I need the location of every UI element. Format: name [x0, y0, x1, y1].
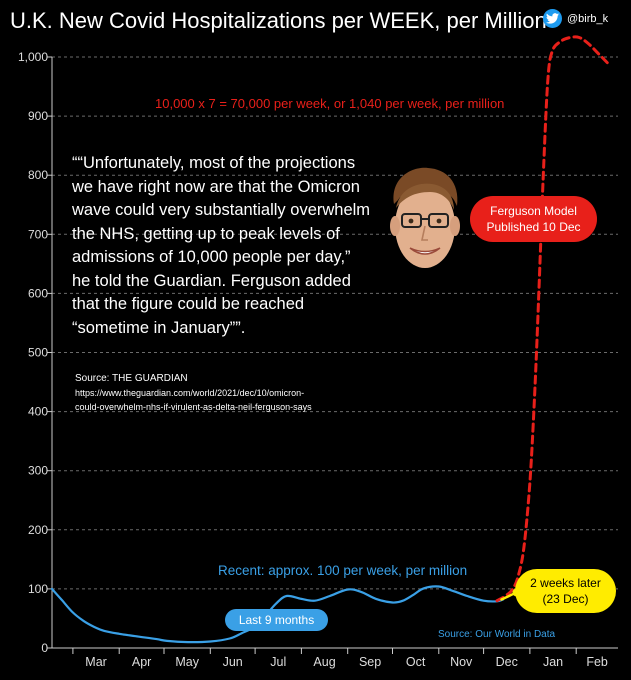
model-annotation: 10,000 x 7 = 70,000 per week, or 1,040 p…: [155, 96, 505, 111]
x-tick-label: Mar: [85, 655, 107, 669]
y-axis: 0 100 200 300 400 500 600 700 800 900 1,000: [18, 50, 53, 655]
y-tick-label: 300: [28, 464, 48, 478]
x-tick-label: Jun: [223, 655, 243, 669]
ferguson-model-line: [495, 35, 609, 603]
x-tick-label: Jan: [543, 655, 563, 669]
x-tick-label: Feb: [586, 655, 608, 669]
y-tick-label: 600: [28, 286, 48, 300]
y-tick-label: 500: [28, 346, 48, 360]
y-tick-label: 200: [28, 523, 48, 537]
x-tick-label: Oct: [406, 655, 426, 669]
chart-title: U.K. New Covid Hospitalizations per WEEK…: [10, 8, 547, 33]
ferguson-portrait: [390, 167, 460, 268]
x-tick-label: Apr: [132, 655, 151, 669]
ferguson-line2: Published 10 Dec: [486, 220, 581, 234]
source-url-line2[interactable]: could-overwhelm-nhs-if-virulent-as-delta…: [75, 402, 312, 412]
x-tick-label: Nov: [450, 655, 473, 669]
data-source-note: Source: Our World in Data: [438, 629, 556, 640]
later-line2: (23 Dec): [542, 592, 589, 606]
quote-source: Source: THE GUARDIAN https://www.theguar…: [75, 372, 312, 414]
x-tick-label: Jul: [270, 655, 286, 669]
y-tick-label: 900: [28, 109, 48, 123]
author-handle[interactable]: @birb_k: [543, 9, 608, 28]
handle-text: @birb_k: [567, 12, 609, 25]
twitter-bird-icon: [543, 9, 562, 28]
ferguson-line1: Ferguson Model: [490, 204, 577, 218]
later-line1: 2 weeks later: [530, 576, 601, 590]
x-tick-label: Sep: [359, 655, 381, 669]
two-weeks-later-label: 2 weeks later (23 Dec): [515, 569, 616, 613]
y-tick-label: 800: [28, 168, 48, 182]
x-axis: Mar Apr May Jun Jul Aug Sep Oct Nov Dec Jan Feb: [52, 647, 618, 669]
x-tick-label: Aug: [313, 655, 335, 669]
grid-lines: [52, 56, 618, 590]
source-label: Source: THE GUARDIAN: [75, 373, 188, 384]
y-tick-label: 700: [28, 227, 48, 241]
x-tick-label: Dec: [496, 655, 518, 669]
y-tick-label: 1,000: [18, 50, 48, 64]
last-9-months-label: Last 9 months: [225, 609, 328, 631]
guardian-quote: ““Unfortunately, most of the projections…: [72, 154, 371, 337]
source-url-line1[interactable]: https://www.theguardian.com/world/2021/d…: [75, 388, 305, 398]
ferguson-model-label: Ferguson Model Published 10 Dec: [470, 196, 597, 242]
actual-hospitalizations-line: [50, 585, 505, 644]
y-tick-label: 0: [41, 641, 48, 655]
y-tick-label: 100: [28, 582, 48, 596]
y-tick-label: 400: [28, 405, 48, 419]
x-tick-label: May: [175, 655, 199, 669]
recent-annotation: Recent: approx. 100 per week, per millio…: [218, 563, 468, 578]
